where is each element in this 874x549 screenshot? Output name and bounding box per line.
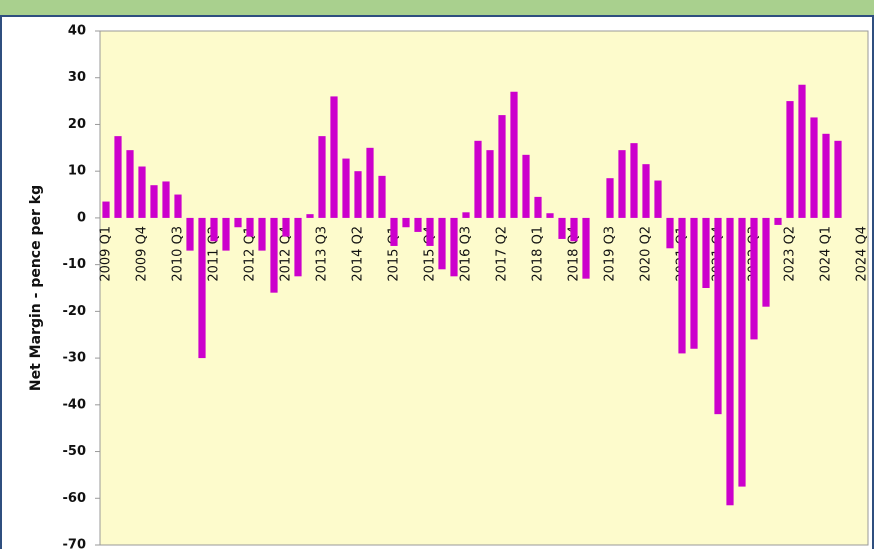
bar [750,217,758,340]
y-tick-label: -30 [63,351,87,366]
bar [414,217,422,232]
bar [606,178,614,218]
bar [114,136,122,218]
bar [534,196,542,218]
y-tick-label: -50 [63,444,87,459]
bar [234,217,242,228]
bar [330,96,338,218]
bar [546,213,554,218]
bar [834,140,842,218]
x-tick-label: 2019 Q3 [603,226,618,282]
y-tick-label: -20 [63,304,87,319]
bar [726,217,734,506]
bar [690,217,698,349]
bar [258,217,266,251]
bar [126,150,134,218]
bar [714,217,722,415]
bar [558,217,566,239]
bar [246,217,254,237]
x-tick-label: 2011 Q2 [207,226,222,282]
bar [438,217,446,270]
bar [174,194,182,218]
bar [138,166,146,218]
bar [378,175,386,218]
y-axis-label: Net Margin - pence per kg [28,185,44,391]
bar [102,201,110,218]
bar [702,217,710,288]
bar [366,147,374,218]
bar [522,154,530,218]
bar [666,217,674,249]
x-tick-label: 2009 Q1 [99,226,114,282]
bar [306,214,314,218]
x-tick-label: 2018 Q4 [567,226,582,282]
bar [354,171,362,218]
bar [822,133,830,218]
y-tick-label: 40 [68,24,86,39]
bar [498,115,506,218]
y-tick-label: 10 [68,164,86,179]
bar [282,217,290,237]
y-tick-label: -70 [63,538,87,549]
x-tick-label: 2024 Q1 [819,226,834,282]
x-tick-label: 2020 Q2 [639,226,654,282]
y-tick-label: -60 [63,491,87,506]
bar [570,217,578,242]
bar [798,84,806,218]
bar [654,180,662,218]
y-tick-label: -10 [63,257,87,272]
bar [618,150,626,218]
x-tick-label: 2015 Q1 [387,226,402,282]
bar [762,217,770,307]
bar [630,143,638,218]
x-tick-label: 2016 Q3 [459,226,474,282]
bar [474,140,482,218]
y-tick-label: 30 [68,70,86,85]
bar [150,185,158,218]
y-tick-label: 20 [68,117,86,132]
bar [450,217,458,277]
bar [510,91,518,218]
bar [402,217,410,228]
bar [462,212,470,218]
bar [222,217,230,251]
bar [162,181,170,218]
x-tick-label: 2017 Q2 [495,226,510,282]
bar [738,217,746,487]
bar [342,158,350,218]
bar [426,217,434,246]
x-tick-label: 2012 Q1 [243,226,258,282]
bar [678,217,686,354]
bar [774,217,782,225]
bar [810,117,818,218]
x-tick-label: 2015 Q4 [423,226,438,282]
x-tick-label: 2012 Q4 [279,226,294,282]
x-tick-label: 2018 Q1 [531,226,546,282]
x-tick-label: 2010 Q3 [171,226,186,282]
bar [486,150,494,218]
bar [318,136,326,218]
bar [390,217,398,246]
bar [210,217,218,242]
x-tick-label: 2014 Q2 [351,226,366,282]
x-tick-label: 2009 Q4 [135,226,150,282]
y-tick-label: 0 [77,210,86,225]
x-tick-label: 2013 Q3 [315,226,330,282]
bar [270,217,278,293]
x-tick-label: 2024 Q4 [855,226,870,282]
bar [786,101,794,218]
bar [582,217,590,279]
y-tick-label: -40 [63,397,87,412]
bar [198,217,206,359]
header-band [0,0,874,16]
bar [186,217,194,251]
x-tick-label: 2023 Q2 [783,226,798,282]
bar [642,164,650,218]
bar [294,217,302,277]
